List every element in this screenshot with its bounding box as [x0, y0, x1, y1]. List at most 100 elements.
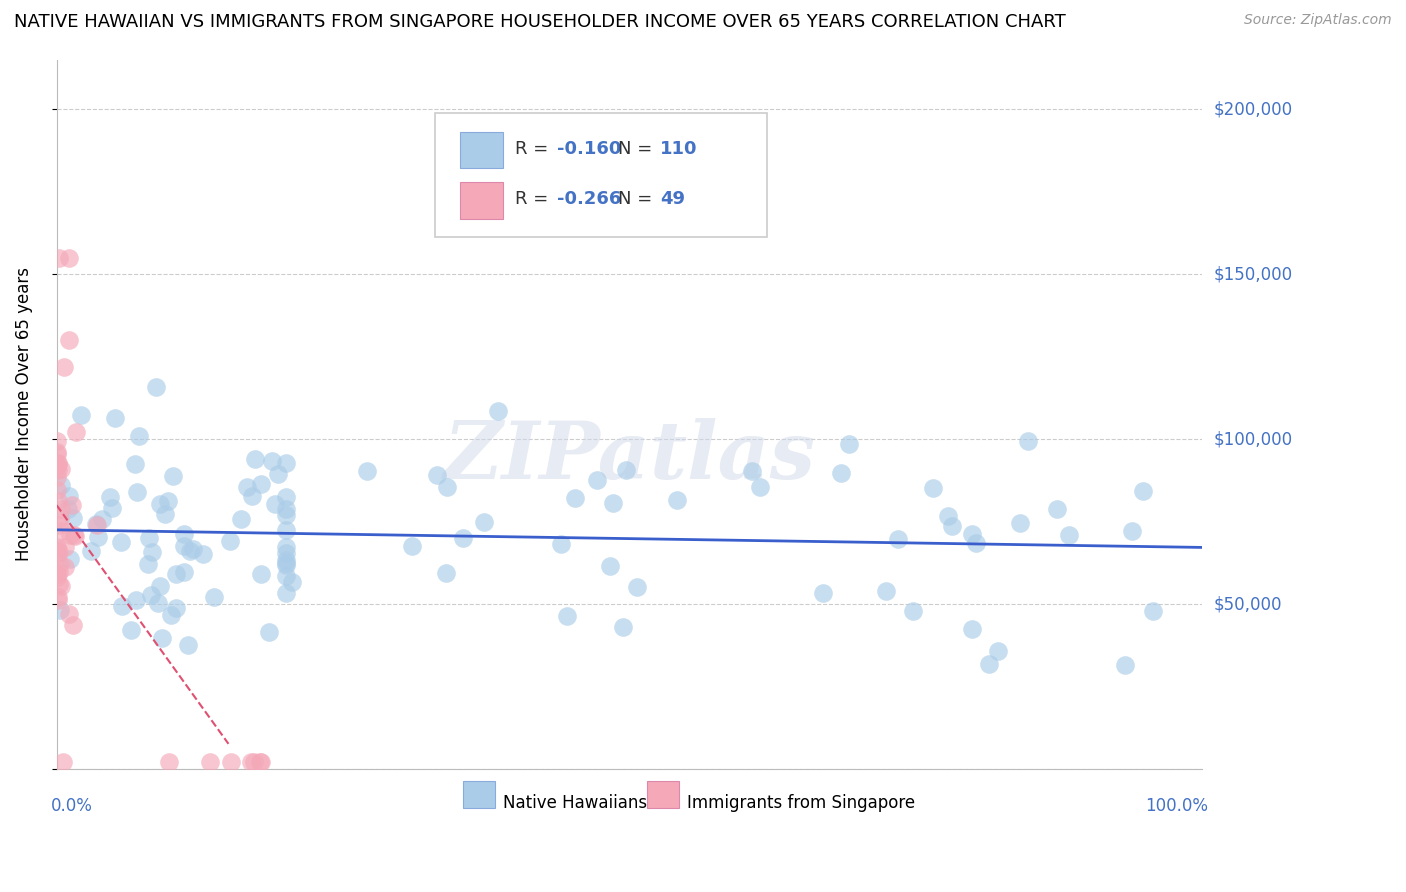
Point — [274, 556, 297, 570]
Point — [960, 622, 983, 636]
Text: $50,000: $50,000 — [1213, 595, 1282, 613]
Point — [249, 756, 271, 770]
Point — [1010, 516, 1032, 531]
Point — [58, 251, 80, 265]
Point — [125, 593, 148, 607]
Point — [830, 466, 852, 480]
Point — [1121, 524, 1143, 538]
Point — [281, 575, 304, 590]
Point — [84, 517, 107, 532]
Point — [145, 380, 167, 394]
Point — [434, 566, 457, 581]
Point — [58, 333, 80, 347]
Point — [356, 464, 378, 478]
Point — [813, 586, 835, 600]
Point — [922, 481, 945, 495]
Point — [550, 536, 572, 550]
Point — [612, 620, 634, 634]
Point — [1114, 658, 1136, 673]
Point — [242, 756, 264, 770]
Point — [46, 569, 69, 583]
Point — [48, 566, 70, 580]
Point — [741, 464, 763, 478]
Text: -0.160: -0.160 — [557, 139, 621, 158]
Point — [46, 459, 69, 474]
Point — [53, 560, 76, 574]
Point — [264, 497, 287, 511]
Point — [46, 541, 69, 555]
Point — [1142, 604, 1164, 618]
Point — [987, 644, 1010, 658]
Point — [150, 631, 173, 645]
Point — [181, 541, 204, 556]
Text: 110: 110 — [661, 139, 697, 158]
Point — [472, 515, 495, 529]
Point — [235, 480, 257, 494]
Point — [51, 756, 73, 770]
Point — [965, 536, 987, 550]
Point — [62, 528, 84, 542]
Point — [1017, 434, 1039, 449]
Point — [62, 511, 84, 525]
Point — [157, 756, 180, 770]
Point — [555, 608, 578, 623]
Point — [250, 477, 273, 491]
Point — [48, 251, 70, 265]
Point — [120, 623, 142, 637]
Text: N =: N = — [619, 139, 658, 158]
Point — [191, 547, 214, 561]
Point — [274, 586, 297, 600]
Point — [748, 480, 770, 494]
Point — [274, 490, 297, 504]
Point — [198, 756, 221, 770]
Text: N =: N = — [619, 190, 658, 208]
Point — [229, 512, 252, 526]
Text: 100.0%: 100.0% — [1144, 797, 1208, 815]
Point — [938, 508, 960, 523]
Point — [46, 456, 69, 470]
Point — [46, 434, 69, 449]
Point — [177, 638, 200, 652]
Point — [110, 599, 132, 614]
Bar — [460, 182, 503, 219]
Point — [46, 483, 69, 497]
Point — [46, 447, 69, 461]
Point — [1046, 502, 1069, 516]
Point — [165, 601, 187, 615]
Point — [157, 493, 180, 508]
Point — [401, 539, 423, 553]
Point — [274, 558, 297, 572]
Point — [1132, 483, 1154, 498]
Point — [218, 533, 240, 548]
Point — [274, 523, 297, 537]
Point — [262, 454, 284, 468]
Point — [136, 557, 159, 571]
Point — [179, 544, 201, 558]
Point — [46, 457, 69, 471]
Point — [149, 579, 172, 593]
Bar — [464, 781, 495, 808]
Point — [602, 496, 624, 510]
Point — [59, 551, 82, 566]
Point — [46, 593, 69, 607]
Point — [153, 508, 176, 522]
Point — [240, 756, 263, 770]
Point — [240, 489, 263, 503]
Point — [941, 519, 963, 533]
Bar — [647, 781, 679, 808]
Point — [46, 445, 69, 459]
Point — [219, 756, 242, 770]
Text: Source: ZipAtlas.com: Source: ZipAtlas.com — [1244, 13, 1392, 28]
Point — [128, 429, 150, 443]
Text: $100,000: $100,000 — [1213, 430, 1292, 448]
Point — [614, 463, 637, 477]
Point — [48, 577, 70, 591]
Point — [46, 547, 69, 561]
Point — [141, 545, 163, 559]
Point — [46, 541, 69, 556]
Point — [243, 452, 266, 467]
Text: ZIPatlas: ZIPatlas — [443, 418, 815, 496]
Point — [58, 607, 80, 622]
Point — [101, 500, 124, 515]
Point — [49, 462, 72, 476]
